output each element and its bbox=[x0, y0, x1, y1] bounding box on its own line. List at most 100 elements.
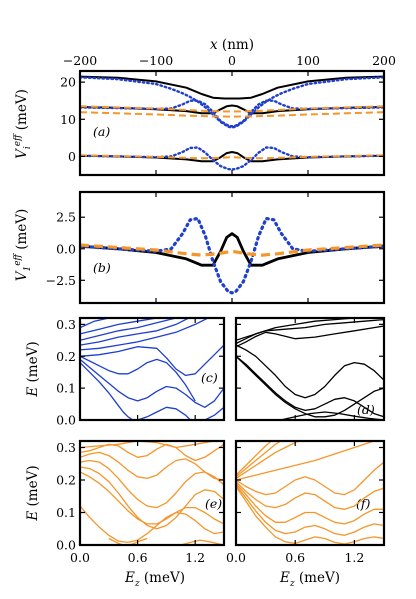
top-axis-label: x (nm) bbox=[210, 37, 254, 53]
panel-f: (f) Ez (meV) 0.0 0.6 1.2 bbox=[226, 439, 386, 589]
panel-a-series-7 bbox=[80, 111, 384, 118]
panel-f-tag: (f) bbox=[356, 496, 371, 511]
panel-d-series-6 bbox=[280, 411, 384, 420]
panel-c-series-10 bbox=[204, 406, 224, 420]
top-tick-label: 0 bbox=[228, 53, 236, 68]
panel-a-series-4 bbox=[80, 99, 384, 128]
panel-c-tag: (c) bbox=[201, 370, 218, 385]
panel-c-ytick-label: 0.2 bbox=[56, 349, 76, 364]
panel-d: (d) bbox=[234, 316, 386, 422]
panel-f-series-2 bbox=[236, 441, 300, 479]
top-tick-label: −100 bbox=[139, 53, 173, 68]
panel-f-series-8 bbox=[236, 486, 384, 545]
panel-b-ytick-label: 0.0 bbox=[56, 241, 76, 256]
panel-c-ytick-label: 0.1 bbox=[56, 381, 76, 396]
panel-c-series-5 bbox=[80, 344, 224, 377]
panel-c-series-2 bbox=[80, 318, 177, 341]
panel-c: E (meV) (c) 0.0 0.1 0.2 0.3 bbox=[25, 316, 226, 428]
panel-a: Vieff (meV) (a) 0 10 20 bbox=[13, 69, 386, 177]
panel-e-tag: (e) bbox=[205, 496, 222, 511]
top-tick-label: 200 bbox=[372, 53, 396, 68]
panel-e-xtick-label: 0.6 bbox=[128, 550, 148, 565]
panel-e-series bbox=[80, 441, 224, 545]
panel-e-series-3 bbox=[80, 459, 224, 509]
panel-c-series-4 bbox=[80, 318, 210, 351]
top-axis-ticks: −200 −100 0 100 200 bbox=[63, 53, 396, 68]
panel-b-tag: (b) bbox=[93, 260, 111, 275]
panel-d-frame bbox=[234, 316, 386, 422]
panel-a-tag: (a) bbox=[93, 124, 110, 139]
panel-d-series-3 bbox=[236, 344, 384, 399]
panel-a-series-1 bbox=[80, 104, 384, 115]
panel-e-xtick-label: 0.0 bbox=[70, 550, 90, 565]
panel-c-series-8 bbox=[80, 362, 134, 420]
panel-b: V1eff (meV) (b) −2.5 0.0 2.5 bbox=[13, 190, 386, 305]
panel-e-series-4 bbox=[80, 466, 224, 530]
panel-f-series-0 bbox=[236, 441, 273, 476]
panel-c-series-3 bbox=[80, 318, 191, 346]
svg-text:V1eff (meV): V1eff (meV) bbox=[13, 209, 33, 282]
panel-e: E (meV) (e) Ez (meV) 0.0 0.1 0.2 0.3 0.0 0.6 1… bbox=[25, 439, 226, 589]
panel-e-ytick-label: 0.2 bbox=[56, 473, 76, 488]
panel-c-series-6 bbox=[80, 355, 196, 402]
panel-f-series-6 bbox=[236, 482, 384, 525]
panel-a-series-2 bbox=[80, 151, 384, 163]
panel-e-ytick-label: 0.0 bbox=[56, 538, 76, 553]
panel-d-series-1 bbox=[236, 318, 384, 345]
panel-e-ytick-label: 0.3 bbox=[56, 440, 76, 455]
panel-f-series-5 bbox=[236, 481, 384, 510]
panel-f-series-7 bbox=[236, 484, 384, 536]
svg-text:E (meV): E (meV) bbox=[25, 341, 41, 397]
panel-f-series bbox=[236, 441, 384, 545]
panel-a-ylabel: Vieff (meV) bbox=[13, 89, 33, 159]
svg-text:E (meV): E (meV) bbox=[25, 465, 41, 521]
panel-c-ytick-label: 0.0 bbox=[56, 413, 76, 428]
panel-e-ylabel: E (meV) bbox=[25, 465, 41, 521]
panel-e-xtick-label: 1.2 bbox=[185, 550, 205, 565]
panel-b-series-2 bbox=[80, 243, 384, 257]
panel-b-series bbox=[80, 216, 384, 295]
panel-f-series-4 bbox=[236, 461, 384, 496]
panel-c-ytick-label: 0.3 bbox=[56, 317, 76, 332]
panel-f-xtick-label: 1.2 bbox=[344, 550, 364, 565]
top-tick-label: 100 bbox=[296, 53, 320, 68]
panel-f-series-1 bbox=[236, 441, 282, 478]
panel-c-frame bbox=[78, 316, 226, 422]
panel-e-series-2 bbox=[80, 451, 224, 481]
svg-text:Vieff (meV): Vieff (meV) bbox=[13, 89, 33, 159]
panel-a-series bbox=[80, 75, 384, 171]
panel-c-series-0 bbox=[80, 318, 113, 329]
panel-c-series-7 bbox=[80, 358, 224, 408]
panel-b-series-1 bbox=[80, 216, 384, 295]
panel-f-frame bbox=[234, 439, 386, 547]
panel-f-xtick-label: 0.6 bbox=[285, 550, 305, 565]
panel-f-xlabel: Ez (meV) bbox=[279, 570, 340, 589]
panel-b-ytick-label: −2.5 bbox=[46, 273, 76, 288]
panel-b-ylabel: V1eff (meV) bbox=[13, 209, 33, 282]
panel-e-series-6 bbox=[80, 505, 224, 544]
panel-f-series-3 bbox=[236, 441, 377, 481]
panel-e-series-5 bbox=[80, 471, 224, 525]
panel-c-series-1 bbox=[80, 318, 157, 335]
panel-a-series-5 bbox=[80, 146, 384, 171]
panel-e-ytick-label: 0.1 bbox=[56, 505, 76, 520]
panel-f-xtick-label: 0.0 bbox=[226, 550, 246, 565]
panel-d-series bbox=[236, 318, 384, 420]
panel-a-ytick-label: 0 bbox=[68, 149, 76, 164]
panel-a-ytick-label: 20 bbox=[60, 75, 76, 90]
panel-d-series-5 bbox=[236, 355, 384, 418]
panel-a-ytick-label: 10 bbox=[60, 112, 76, 127]
panel-a-series-3 bbox=[80, 76, 384, 129]
panel-a-series-8 bbox=[80, 154, 384, 160]
panel-e-xlabel: Ez (meV) bbox=[124, 570, 185, 589]
panel-b-ytick-label: 2.5 bbox=[56, 210, 76, 225]
panel-c-ylabel: E (meV) bbox=[25, 341, 41, 397]
panel-d-series-4 bbox=[236, 355, 384, 418]
panel-a-frame bbox=[78, 69, 386, 177]
top-tick-label: −200 bbox=[63, 53, 97, 68]
panel-a-series-0 bbox=[80, 75, 384, 100]
panel-c-series-9 bbox=[137, 406, 191, 420]
panel-c-series bbox=[80, 318, 224, 420]
panel-b-series-0 bbox=[80, 232, 384, 267]
